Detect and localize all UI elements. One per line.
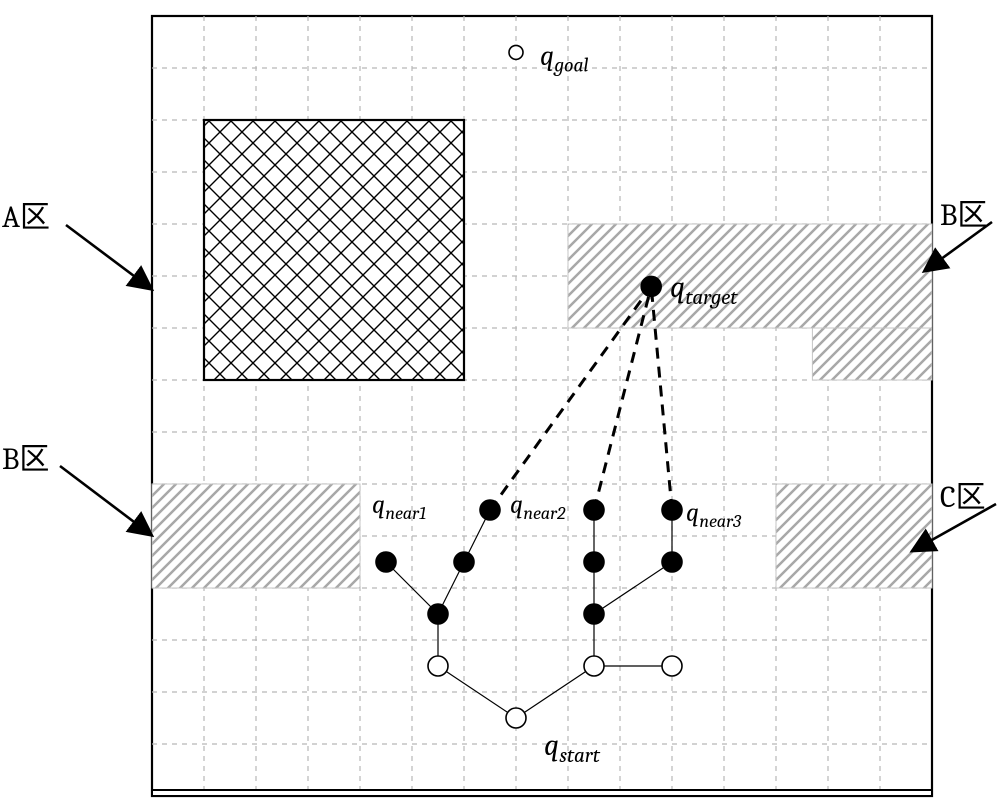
tree-node-n1 [428, 656, 448, 676]
zone-b-region [568, 224, 932, 328]
tree-node-goal [509, 45, 523, 59]
tree-node-n5 [376, 552, 396, 572]
label-q_start: qstart [544, 728, 600, 768]
zone-label-b_zone1: B区 [940, 190, 987, 234]
tree-node-n9 [662, 552, 682, 572]
tree-node-target [641, 276, 661, 296]
tree-node-near3 [662, 500, 682, 520]
obstacle-a [204, 120, 464, 380]
callout-arrow [66, 225, 150, 288]
diagram-container: qgoal qtarget qnear1 qnear2 qnear3 qstart A区 B区… [0, 0, 1000, 811]
tree-node-n4 [428, 604, 448, 624]
zone-b-region [152, 484, 360, 588]
callout-arrow [60, 466, 150, 534]
zone-b-region [812, 328, 932, 380]
zone-label-b_zone2: B区 [2, 434, 49, 478]
diagram-svg [0, 0, 1000, 811]
label-q_goal: qgoal [540, 40, 589, 77]
tree-node-near1 [480, 500, 500, 520]
tree-node-near2 [584, 500, 604, 520]
tree-node-n3 [662, 656, 682, 676]
label-q_near1: qnear1 [372, 490, 426, 524]
zone-label-a_zone: A区 [2, 192, 50, 236]
tree-node-n2 [584, 656, 604, 676]
tree-node-n7 [584, 604, 604, 624]
tree-node-start [506, 708, 526, 728]
label-q_target: qtarget [670, 270, 737, 310]
label-q_near2: qnear2 [510, 490, 565, 524]
zone-label-c_zone: C区 [940, 472, 986, 516]
tree-node-n6 [454, 552, 474, 572]
zone-b-region [776, 484, 932, 588]
tree-node-n8 [584, 552, 604, 572]
grid-bottom-bar [152, 790, 932, 796]
label-q_near3: qnear3 [686, 498, 741, 532]
